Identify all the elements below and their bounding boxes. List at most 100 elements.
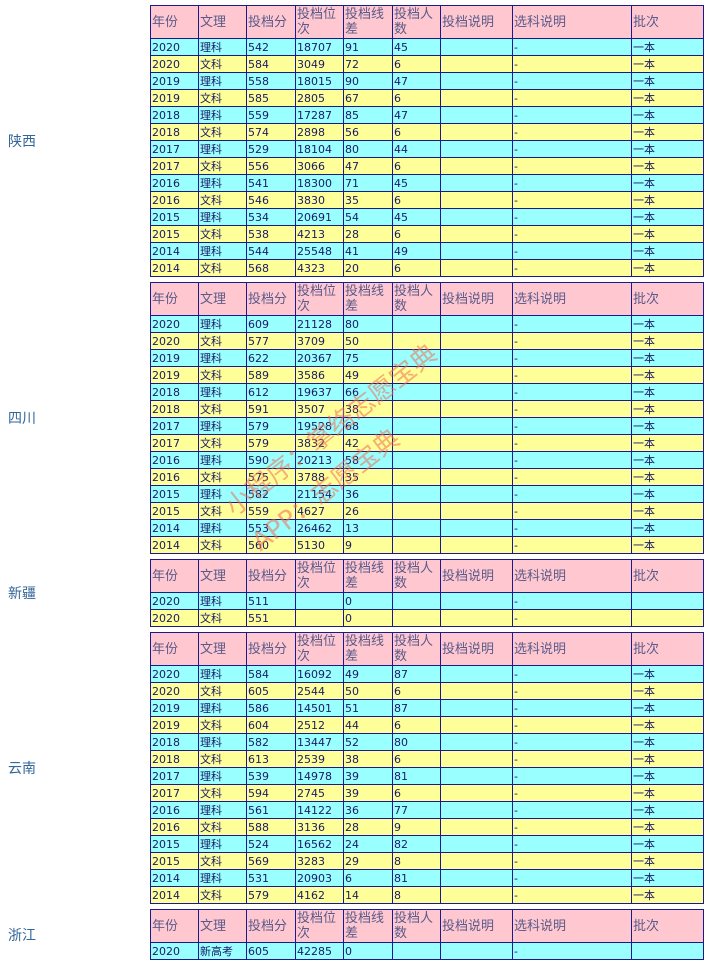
header-cell: 批次 [631,282,704,316]
header-cell: 投档线差 [343,909,393,943]
cell: 新高考 [198,942,247,960]
cell [392,942,441,960]
cell: - [512,818,632,836]
cell: 81 [392,869,441,887]
cell: - [512,225,632,243]
cell: 542 [246,38,296,56]
data-row: 2019 理科 586 14501 51 87 - 一本 [150,699,704,717]
cell [392,349,441,367]
data-row: 2016 文科 575 3788 35 - 一本 [150,468,704,486]
cell: 一本 [631,38,704,56]
cell: 622 [246,349,296,367]
cell: 52 [343,733,393,751]
cell: - [512,451,632,469]
cell: - [512,716,632,734]
cell: 2020 [150,332,199,350]
cell: - [512,383,632,401]
data-row: 2015 文科 569 3283 29 8 - 一本 [150,852,704,870]
cell: 13 [343,519,393,537]
cell: 2017 [150,784,199,802]
cell: 一本 [631,485,704,503]
cell: 文科 [198,366,247,384]
data-row: 2020 文科 584 3049 72 6 - 一本 [150,55,704,73]
cell [440,55,513,73]
cell: 2019 [150,366,199,384]
cell: 一本 [631,242,704,260]
cell [440,852,513,870]
header-cell: 投档说明 [440,282,513,316]
cell: 一本 [631,55,704,73]
cell: 6 [392,225,441,243]
cell: 一本 [631,699,704,717]
cell: 文科 [198,784,247,802]
cell: 66 [343,383,393,401]
cell [440,366,513,384]
cell [440,784,513,802]
data-row: 2019 文科 589 3586 49 - 一本 [150,366,704,384]
cell: 544 [246,242,296,260]
cell [392,400,441,418]
cell: 71 [343,174,393,192]
data-row: 2018 理科 612 19637 66 - 一本 [150,383,704,401]
cell: 文科 [198,157,247,175]
cell [440,191,513,209]
cell: 2019 [150,699,199,717]
cell: 理科 [198,519,247,537]
data-row: 2017 理科 579 19528 68 - 一本 [150,417,704,435]
cell: 一本 [631,89,704,107]
cell: 理科 [198,417,247,435]
cell [440,942,513,960]
data-row: 2014 文科 560 5130 9 - 一本 [150,536,704,554]
cell: 589 [246,366,296,384]
cell: 2745 [295,784,344,802]
data-row: 2014 文科 579 4162 14 8 - 一本 [150,886,704,904]
cell: 546 [246,191,296,209]
cell: 29 [343,852,393,870]
cell: 613 [246,750,296,768]
cell: 2019 [150,72,199,90]
cell: 2020 [150,942,199,960]
cell: - [512,886,632,904]
data-row: 2016 理科 541 18300 71 45 - 一本 [150,174,704,192]
cell [440,592,513,610]
header-cell: 投档说明 [440,632,513,666]
cell [440,225,513,243]
header-cell: 选科说明 [512,559,632,593]
cell: 19637 [295,383,344,401]
header-cell: 文理 [198,5,247,39]
cell: 2020 [150,665,199,683]
header-row: 年份 文理 投档分 投档位次 投档线差 投档人数 投档说明 选科说明 批次 [150,559,704,593]
cell: 559 [246,106,296,124]
cell: 一本 [631,835,704,853]
cell: 17287 [295,106,344,124]
cell: 0 [343,942,393,960]
cell: 67 [343,89,393,107]
cell: 2014 [150,536,199,554]
header-cell: 投档分 [246,909,296,943]
cell [392,366,441,384]
cell: 75 [343,349,393,367]
header-cell: 投档人数 [392,5,441,39]
cell: 3283 [295,852,344,870]
cell: 553 [246,519,296,537]
cell: 6 [343,869,393,887]
cell [392,485,441,503]
cell: 38 [343,750,393,768]
cell: 539 [246,767,296,785]
cell: 25548 [295,242,344,260]
cell: 文科 [198,225,247,243]
cell: - [512,502,632,520]
cell: 3136 [295,818,344,836]
cell: 21154 [295,485,344,503]
cell [440,242,513,260]
cell: 28 [343,818,393,836]
cell: 19528 [295,417,344,435]
cell: 21128 [295,315,344,333]
cell: 2020 [150,592,199,610]
cell: 一本 [631,767,704,785]
cell: 一本 [631,536,704,554]
cell: 594 [246,784,296,802]
header-cell: 选科说明 [512,632,632,666]
